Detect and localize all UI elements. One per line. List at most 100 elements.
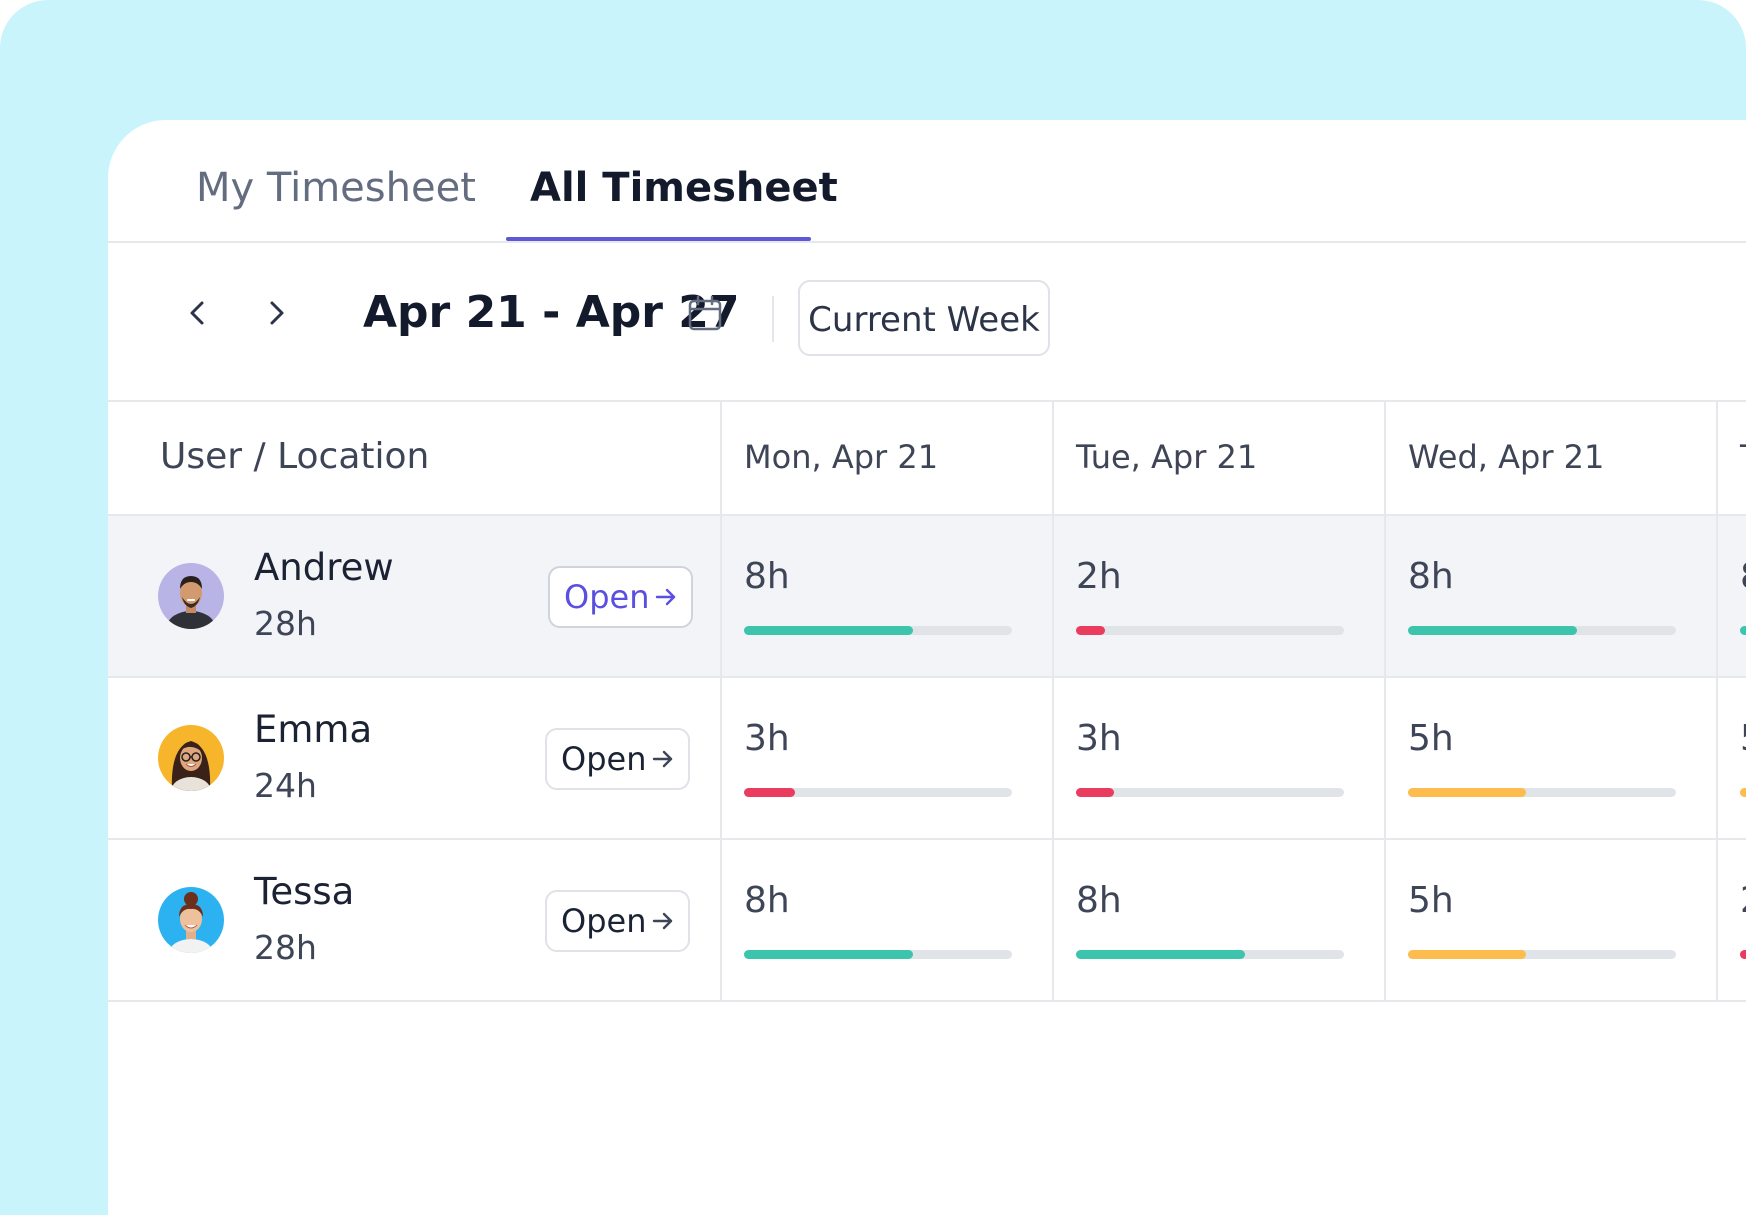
tab-bar: My Timesheet All Timesheet — [108, 120, 1746, 243]
hours-progress-fill — [1076, 950, 1245, 959]
hours-progress-fill — [1408, 626, 1577, 635]
open-button-label: Open — [564, 578, 650, 616]
date-range-label: Apr 21 - Apr 27 — [363, 287, 740, 338]
day-hours: 3h — [744, 718, 790, 759]
table-header: User / Location Mon, Apr 21 Tue, Apr 21 … — [108, 402, 1746, 516]
day-header: Tue, Apr 21 — [1052, 402, 1382, 514]
day-cell[interactable]: 5h — [1384, 840, 1714, 1000]
day-cell[interactable]: 8h — [1052, 840, 1382, 1000]
day-hours: 5h — [1408, 880, 1454, 921]
day-header: Wed, Apr 21 — [1384, 402, 1714, 514]
day-hours: 8h — [1076, 880, 1122, 921]
user-total-hours: 24h — [254, 766, 317, 805]
day-hours: 8h — [744, 880, 790, 921]
day-cell[interactable]: 5 — [1716, 678, 1746, 838]
day-cell[interactable]: 8h — [720, 840, 1050, 1000]
week-toolbar: Apr 21 - Apr 27 Current Week — [108, 243, 1746, 400]
table-row: Emma 24h Open 3h 3h 5h 5 — [108, 678, 1746, 840]
day-cell[interactable]: 8h — [720, 516, 1050, 676]
day-header-label: Tue, Apr 21 — [1076, 438, 1258, 476]
day-hours: 8h — [1408, 556, 1454, 597]
day-cell[interactable]: 2 — [1716, 840, 1746, 1000]
hours-progress-bar — [744, 626, 1012, 635]
day-cell[interactable]: 8h — [1384, 516, 1714, 676]
chevron-right-icon — [270, 301, 284, 325]
arrow-right-icon — [655, 588, 676, 606]
avatar — [158, 887, 224, 953]
next-week-button[interactable] — [256, 293, 296, 333]
hours-progress-bar — [1076, 788, 1344, 797]
day-cell[interactable]: 2h — [1052, 516, 1382, 676]
day-header-label: T — [1740, 438, 1746, 476]
table-row: Tessa 28h Open 8h 8h 5h 2 — [108, 840, 1746, 1002]
avatar — [158, 725, 224, 791]
open-timesheet-button[interactable]: Open — [545, 728, 690, 790]
timesheet-table: User / Location Mon, Apr 21 Tue, Apr 21 … — [108, 400, 1746, 1002]
day-cell[interactable]: 8 — [1716, 516, 1746, 676]
hours-progress-bar — [744, 788, 1012, 797]
hours-progress-fill — [744, 788, 795, 797]
hours-progress-fill — [744, 950, 913, 959]
chevron-left-icon — [190, 301, 204, 325]
day-hours: 8 — [1740, 556, 1746, 597]
open-button-label: Open — [561, 740, 647, 778]
tab-my-timesheet[interactable]: My Timesheet — [196, 165, 476, 211]
day-cell[interactable]: 5h — [1384, 678, 1714, 838]
hours-progress-fill — [1076, 788, 1114, 797]
arrow-right-icon — [652, 912, 673, 930]
calendar-icon[interactable] — [688, 295, 722, 331]
day-header-label: Mon, Apr 21 — [744, 438, 939, 476]
day-hours: 5h — [1408, 718, 1454, 759]
user-column-header: User / Location — [108, 402, 720, 514]
hours-progress-bar — [1076, 626, 1344, 635]
user-name: Emma — [254, 708, 373, 751]
open-timesheet-button[interactable]: Open — [545, 890, 690, 952]
user-name: Andrew — [254, 546, 394, 589]
user-total-hours: 28h — [254, 928, 317, 967]
open-button-label: Open — [561, 902, 647, 940]
day-header: T — [1716, 402, 1746, 514]
avatar-emma-icon — [158, 725, 224, 791]
hours-progress-bar — [1076, 950, 1344, 959]
hours-progress-fill — [1740, 626, 1746, 635]
hours-progress-bar — [1740, 950, 1746, 959]
toolbar-divider — [772, 296, 774, 342]
user-cell: Andrew 28h Open — [108, 516, 720, 676]
user-cell: Tessa 28h Open — [108, 840, 720, 1000]
day-cell[interactable]: 3h — [720, 678, 1050, 838]
previous-week-button[interactable] — [178, 293, 218, 333]
hours-progress-bar — [1408, 950, 1676, 959]
day-hours: 2 — [1740, 880, 1746, 921]
tab-all-timesheet[interactable]: All Timesheet — [530, 165, 838, 211]
hours-progress-bar — [744, 950, 1012, 959]
timesheet-card: My Timesheet All Timesheet Apr 21 - Apr … — [108, 120, 1746, 1215]
hours-progress-fill — [1076, 626, 1106, 635]
hours-progress-bar — [1740, 626, 1746, 635]
hours-progress-bar — [1408, 626, 1676, 635]
hours-progress-fill — [1408, 788, 1526, 797]
day-hours: 3h — [1076, 718, 1122, 759]
open-timesheet-button[interactable]: Open — [548, 566, 693, 628]
hours-progress-bar — [1740, 788, 1746, 797]
day-header-label: Wed, Apr 21 — [1408, 438, 1605, 476]
avatar — [158, 563, 224, 629]
arrow-right-icon — [652, 750, 673, 768]
user-location-heading: User / Location — [160, 436, 430, 477]
hours-progress-fill — [744, 626, 913, 635]
user-total-hours: 28h — [254, 604, 317, 643]
user-cell: Emma 24h Open — [108, 678, 720, 838]
table-row: Andrew 28h Open 8h 2h 8h 8 — [108, 516, 1746, 678]
user-name: Tessa — [254, 870, 355, 913]
day-hours: 5 — [1740, 718, 1746, 759]
day-hours: 8h — [744, 556, 790, 597]
hours-progress-bar — [1408, 788, 1676, 797]
avatar-andrew-icon — [158, 563, 224, 629]
hours-progress-fill — [1740, 788, 1746, 797]
current-week-button[interactable]: Current Week — [798, 280, 1050, 356]
active-tab-indicator — [506, 237, 811, 241]
hours-progress-fill — [1740, 950, 1746, 959]
day-cell[interactable]: 3h — [1052, 678, 1382, 838]
avatar-tessa-icon — [158, 887, 224, 953]
day-hours: 2h — [1076, 556, 1122, 597]
